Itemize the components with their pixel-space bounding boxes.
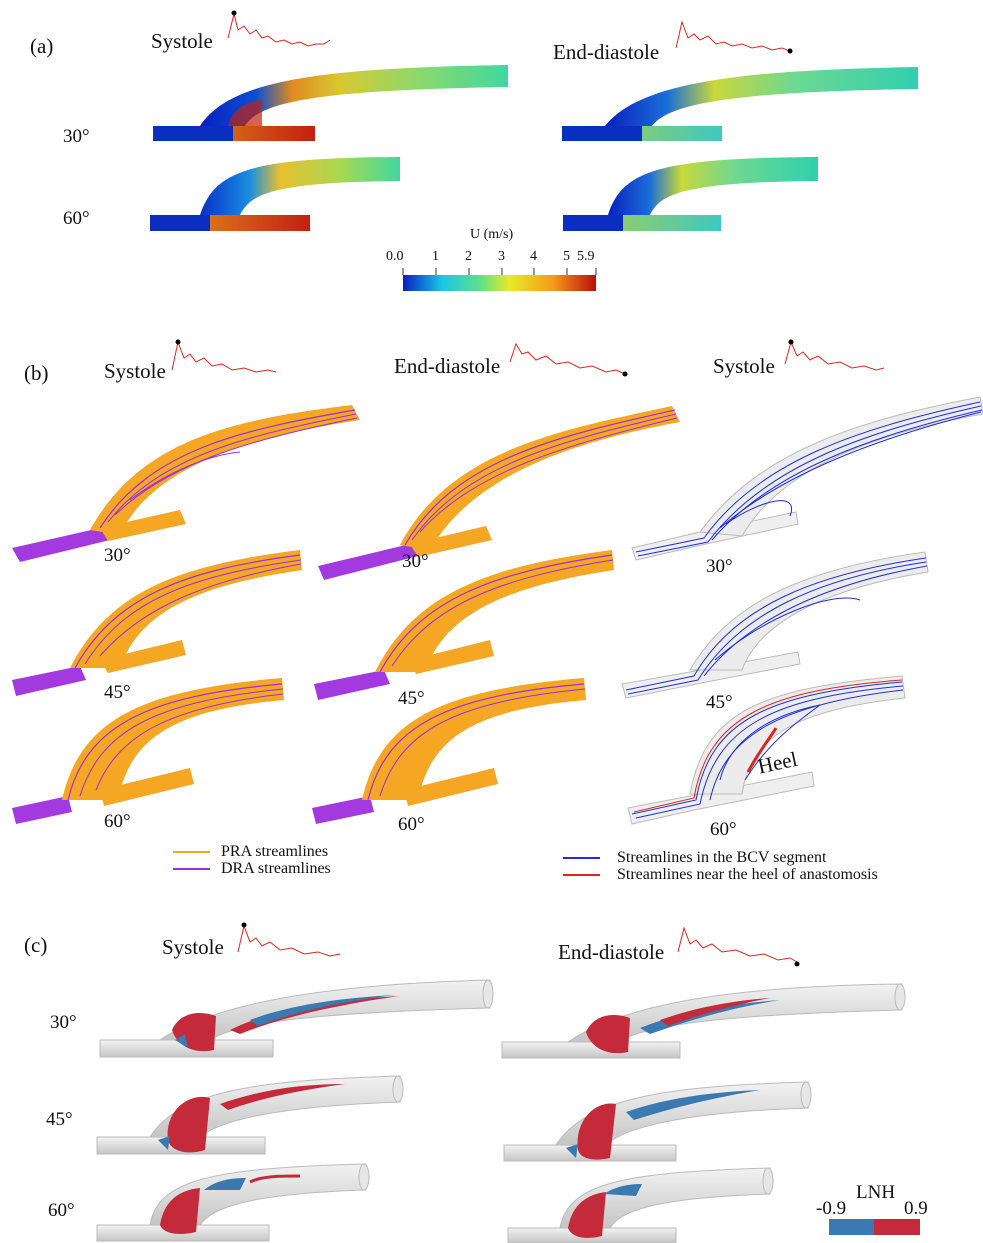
panel-b-phase-systole-2: Systole [713, 354, 775, 378]
velocity-colorbar [402, 268, 597, 291]
panel-b-angle-30-col1: 30° [104, 545, 131, 566]
velocity-colorbar-tick-3: 3 [498, 249, 505, 264]
panel-a-phase-systole: Systole [151, 29, 213, 53]
velocity-colorbar-title: U (m/s) [470, 227, 514, 242]
streamlines-bcv-45 [621, 551, 929, 699]
streamlines-diastole-30 [318, 406, 680, 580]
lnh-systole-45 [96, 1075, 404, 1155]
velocity-colorbar-tick-max: 5.9 [577, 249, 595, 264]
lnh-diastole-30 [501, 983, 906, 1059]
panel-c-phase-systole: Systole [162, 935, 224, 959]
waveform-inset-a-diastole [675, 20, 793, 54]
streamlines-systole-60 [12, 678, 284, 824]
velocity-contour-diastole-60 [563, 157, 818, 231]
panel-a-angle-60: 60° [63, 208, 90, 229]
lnh-colorbar-title: LNH [856, 1182, 896, 1203]
lnh-diastole-60 [507, 1167, 774, 1243]
velocity-colorbar-tick-4: 4 [530, 249, 537, 264]
panel-b-angle-45-col2: 45° [398, 688, 425, 709]
velocity-colorbar-tick-1: 1 [432, 249, 439, 264]
panel-b-angle-45-col1: 45° [104, 682, 131, 703]
waveform-inset-c-1 [237, 922, 341, 957]
panel-a-phase-end-diastole: End-diastole [553, 40, 660, 64]
streamlines-systole-45 [12, 550, 302, 696]
velocity-contour-diastole-30 [562, 67, 918, 141]
velocity-contour-systole-30 [153, 65, 508, 141]
lnh-diastole-45 [503, 1081, 812, 1162]
velocity-colorbar-tick-5: 5 [563, 249, 570, 264]
waveform-inset-b-2 [509, 342, 628, 377]
legend-bcv: Streamlines in the BCV segment [617, 849, 827, 866]
velocity-contour-systole-60 [150, 157, 400, 231]
streamlines-bcv-30 [631, 396, 983, 561]
panel-c-angle-45: 45° [46, 1109, 73, 1130]
waveform-inset-a-systole [227, 10, 331, 47]
waveform-inset-b-3 [784, 339, 885, 371]
panel-c-angle-30: 30° [50, 1012, 77, 1033]
legend-pra: PRA streamlines [221, 843, 329, 860]
panel-a-angle-30: 30° [63, 126, 90, 147]
waveform-inset-b-1 [171, 339, 277, 373]
panel-b-angle-30-col2: 30° [402, 551, 429, 572]
panel-c-phase-end-diastole: End-diastole [558, 940, 665, 964]
panel-b-angle-60-col2: 60° [398, 814, 425, 835]
panel-c-angle-60: 60° [48, 1200, 75, 1221]
lnh-colorbar-min: -0.9 [816, 1198, 847, 1219]
panel-b-angle-45-col3: 45° [706, 692, 733, 713]
panel-c-label: (c) [24, 933, 48, 957]
lnh-systole-60 [96, 1163, 370, 1242]
panel-a-label: (a) [30, 34, 54, 58]
streamlines-diastole-60 [312, 678, 586, 824]
lnh-colorbar-max: 0.9 [904, 1198, 928, 1219]
legend-b-lines [173, 851, 600, 876]
lnh-colorbar [829, 1219, 920, 1235]
panel-b-phase-systole-1: Systole [104, 359, 166, 383]
streamlines-systole-30 [12, 405, 360, 562]
panel-b-label: (b) [24, 361, 49, 385]
panel-b-phase-end-diastole: End-diastole [394, 354, 501, 378]
velocity-colorbar-tick-2: 2 [465, 249, 472, 264]
legend-dra: DRA streamlines [221, 860, 331, 877]
panel-b-angle-60-col1: 60° [104, 811, 131, 832]
velocity-colorbar-tick-0: 0.0 [386, 249, 404, 264]
streamlines-bcv-60 [627, 675, 906, 825]
panel-b-angle-30-col3: 30° [706, 556, 733, 577]
lnh-systole-30 [99, 979, 494, 1058]
panel-b-angle-60-col3: 60° [710, 819, 737, 840]
streamlines-diastole-45 [314, 550, 614, 700]
waveform-inset-c-2 [677, 926, 800, 967]
legend-heel: Streamlines near the heel of anastomosis [617, 866, 878, 883]
